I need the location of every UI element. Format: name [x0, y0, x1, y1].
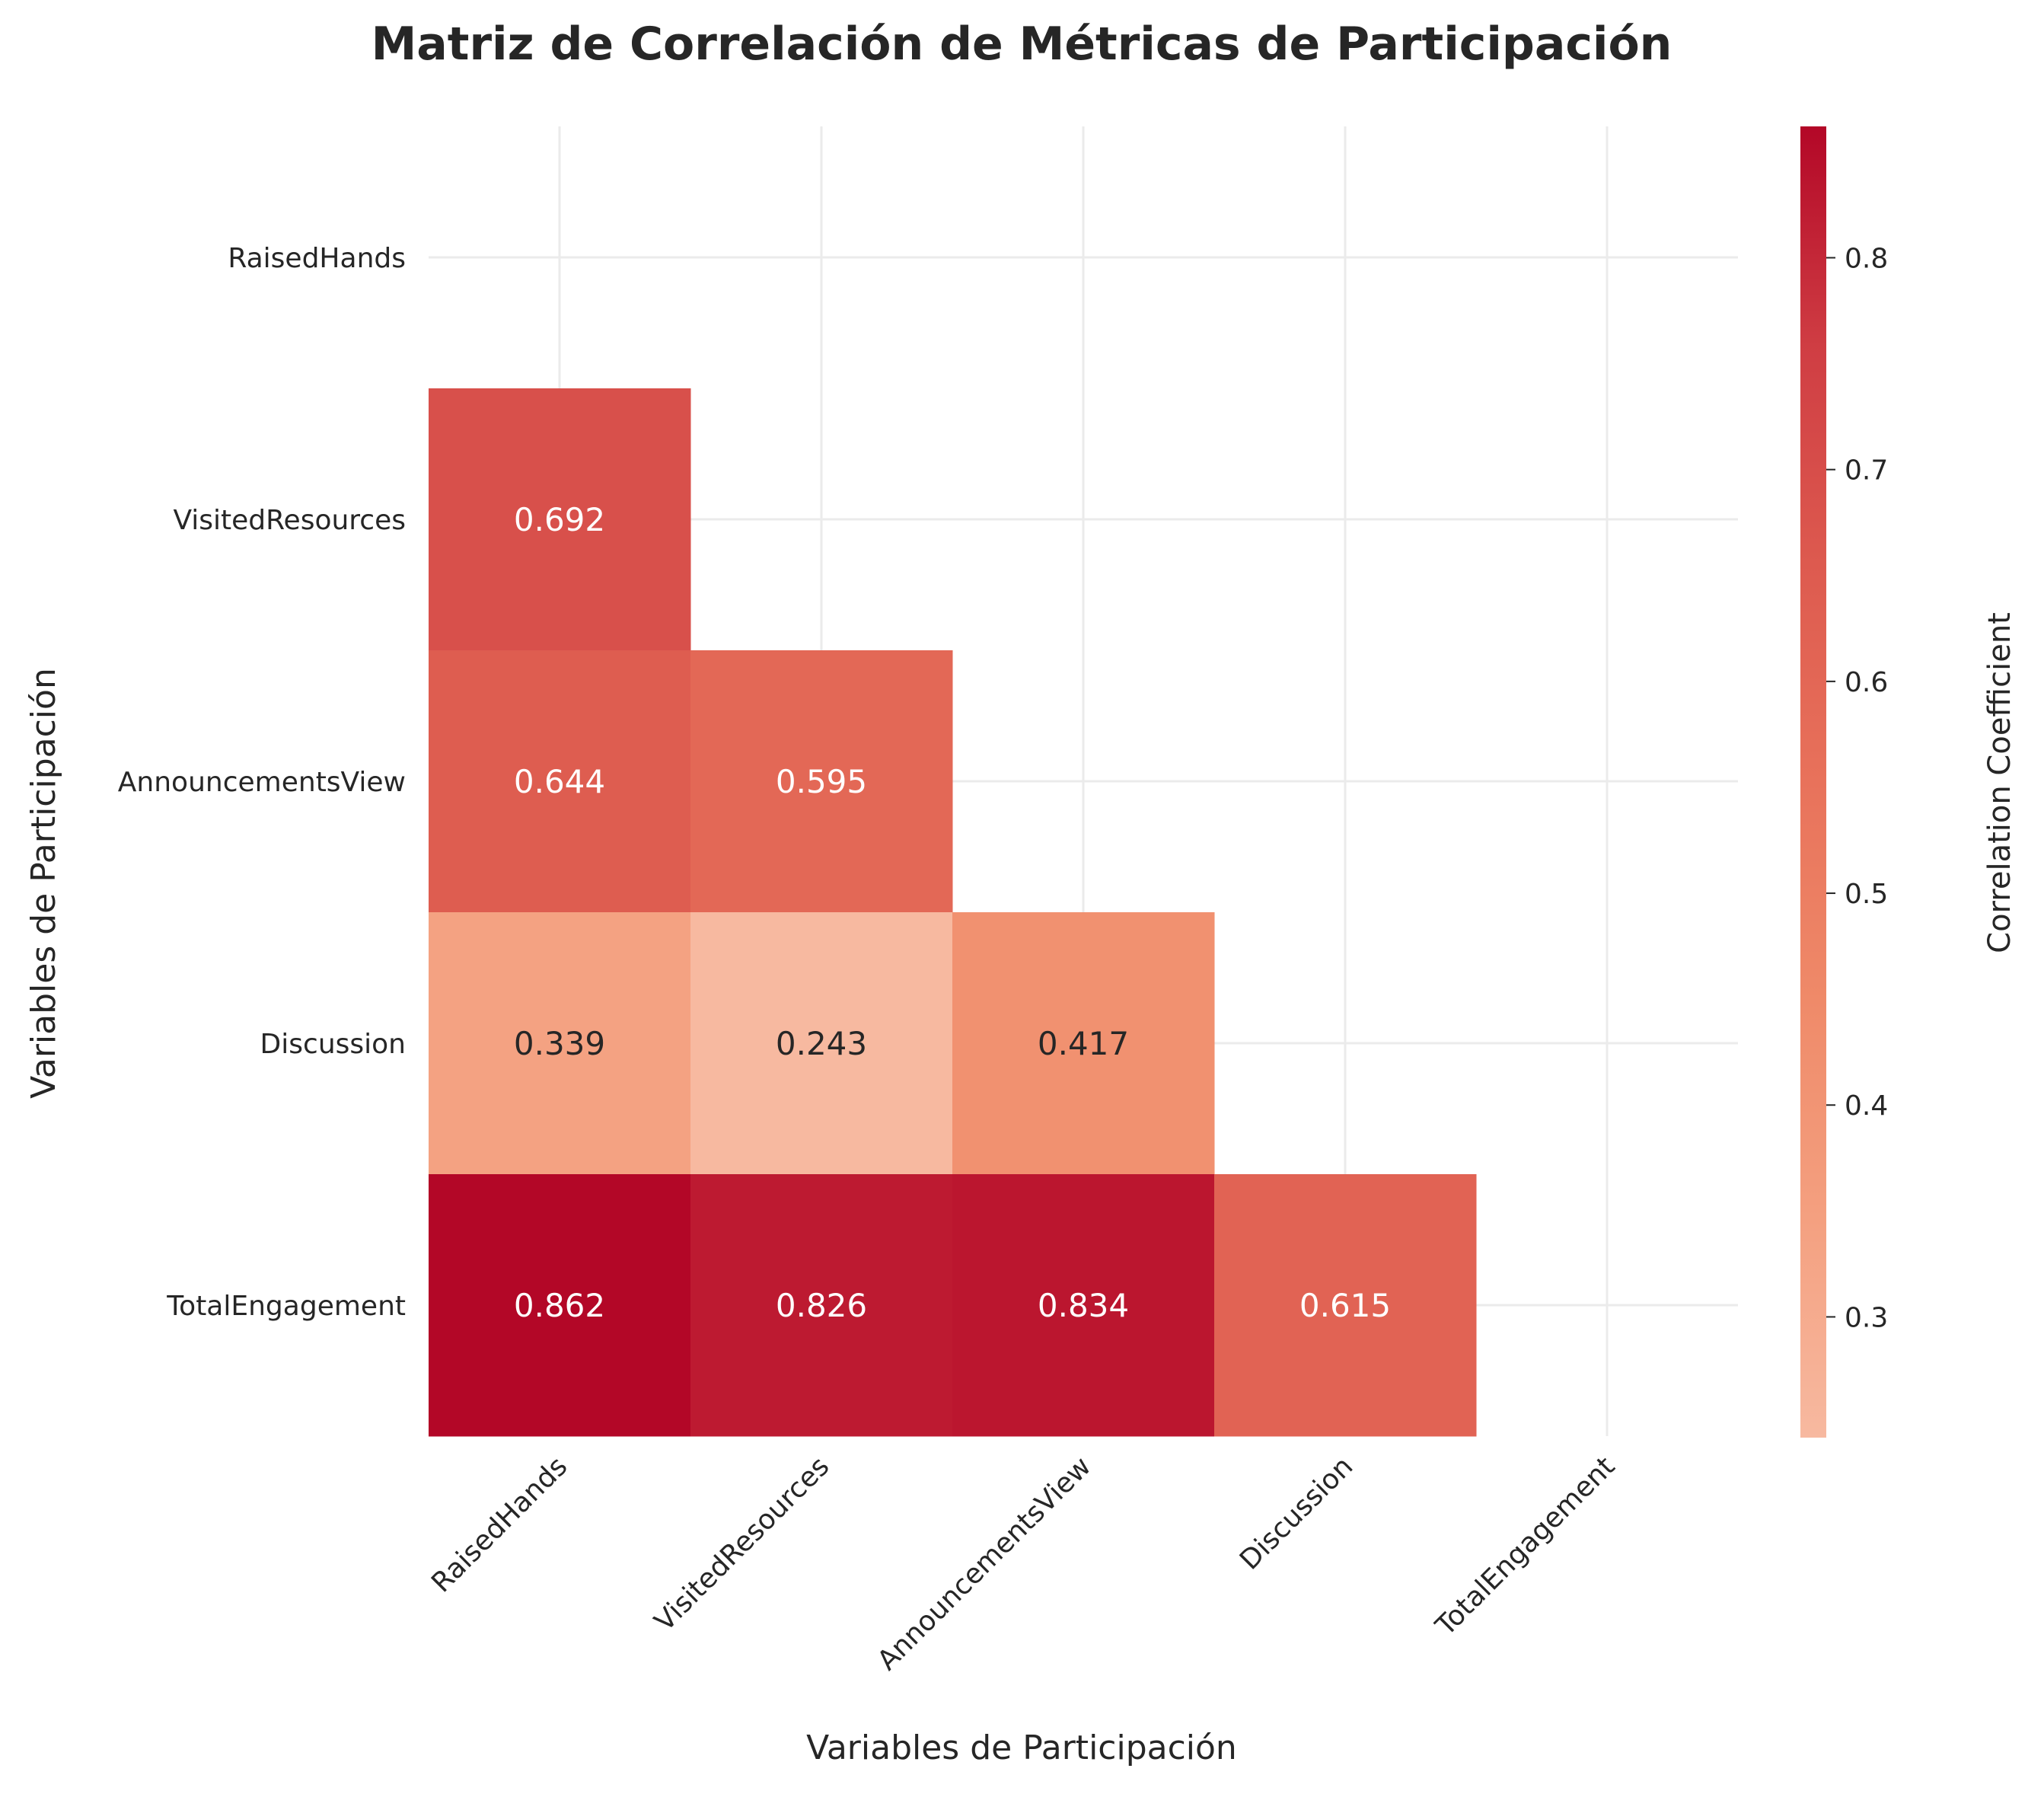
x-tick-label: AnnouncementsView	[872, 1451, 1097, 1676]
heatmap-cell	[429, 388, 691, 651]
x-tick-label: RaisedHands	[426, 1451, 573, 1598]
x-tick-label: TotalEngagement	[1430, 1451, 1621, 1642]
heatmap-cell	[429, 912, 691, 1175]
y-tick-label: AnnouncementsView	[118, 767, 406, 798]
colorbar-tick-label: 0.8	[1845, 243, 1888, 274]
heatmap-cell	[952, 1174, 1215, 1437]
cell-value-label: 0.644	[514, 763, 605, 800]
cell-value-label: 0.826	[776, 1287, 867, 1324]
heatmap-cell	[690, 650, 953, 913]
colorbar-tick-label: 0.4	[1845, 1090, 1888, 1122]
colorbar-tick-label: 0.3	[1845, 1302, 1888, 1333]
y-tick-label: Discussion	[260, 1029, 406, 1060]
heatmap-cell	[952, 912, 1215, 1175]
colorbar-tick-label: 0.6	[1845, 667, 1888, 698]
cell-value-label: 0.834	[1038, 1287, 1129, 1324]
cell-value-label: 0.417	[1038, 1025, 1129, 1062]
heatmap-cells	[429, 388, 1477, 1437]
heatmap-cell	[690, 912, 953, 1175]
heatmap-cell	[429, 650, 691, 913]
cell-value-label: 0.862	[514, 1287, 605, 1324]
y-axis-label: Variables de Participación	[24, 668, 63, 1099]
cell-value-label: 0.339	[514, 1025, 605, 1062]
chart-title: Matriz de Correlación de Métricas de Par…	[371, 18, 1673, 71]
y-tick-label: TotalEngagement	[166, 1291, 406, 1322]
colorbar-label: Correlation Coefficient	[1982, 612, 2017, 953]
cell-value-label: 0.595	[776, 763, 867, 800]
cell-value-label: 0.615	[1299, 1287, 1391, 1324]
heatmap-cell	[429, 1174, 691, 1437]
heatmap-cell	[1214, 1174, 1477, 1437]
y-tick-label: VisitedResources	[173, 505, 406, 536]
cell-value-label: 0.692	[514, 501, 605, 538]
x-axis-tick-labels: RaisedHands VisitedResources Announcements…	[426, 1451, 1621, 1676]
cell-value-labels: 0.692 0.644 0.595 0.339 0.243 0.417 0.862 0.826…	[514, 501, 1391, 1324]
heatmap-cell	[690, 1174, 953, 1437]
colorbar-tick-label: 0.7	[1845, 455, 1888, 487]
x-axis-label: Variables de Participación	[806, 1729, 1237, 1767]
cell-value-label: 0.243	[776, 1025, 867, 1062]
x-tick-label: Discussion	[1234, 1451, 1359, 1575]
x-tick-label: VisitedResources	[649, 1451, 835, 1637]
colorbar-gradient	[1800, 126, 1826, 1438]
y-axis-tick-labels: RaisedHands VisitedResources Announcements…	[118, 243, 406, 1322]
colorbar-tick-label: 0.5	[1845, 879, 1888, 910]
colorbar: 0.3 0.4 0.5 0.6 0.7 0.8 Correlation Coefficie…	[1800, 126, 2017, 1438]
colorbar-ticks: 0.3 0.4 0.5 0.6 0.7 0.8	[1826, 243, 1888, 1333]
y-tick-label: RaisedHands	[228, 243, 406, 274]
